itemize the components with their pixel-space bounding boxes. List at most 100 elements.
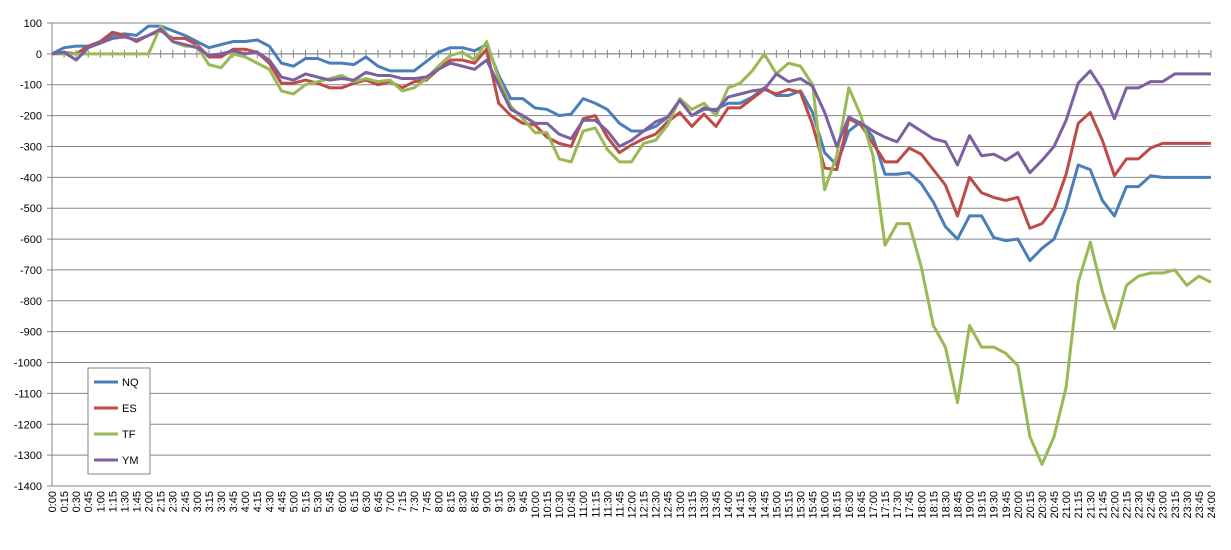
x-tick-label: 5:45	[325, 491, 337, 512]
x-tick-label: 1:15	[107, 491, 119, 512]
y-tick-label: -100	[20, 80, 42, 92]
x-tick-label: 11:45	[614, 491, 626, 518]
x-tick-label: 24:00	[1206, 491, 1218, 519]
x-tick-label: 8:30	[457, 491, 469, 512]
x-tick-label: 20:30	[1037, 491, 1049, 519]
x-tick-label: 21:15	[1073, 491, 1085, 519]
x-tick-label: 4:15	[252, 491, 264, 512]
x-tick-label: 6:00	[337, 491, 349, 512]
x-tick-label: 23:45	[1194, 491, 1206, 519]
x-tick-label: 3:15	[204, 491, 216, 512]
x-tick-label: 1:45	[132, 491, 144, 512]
x-tick-label: 3:00	[192, 491, 204, 512]
x-tick-label: 10:30	[554, 491, 566, 519]
x-tick-label: 11:30	[602, 491, 614, 518]
legend-label: NQ	[122, 377, 139, 389]
x-tick-label: 4:30	[264, 491, 276, 512]
x-tick-label: 8:15	[445, 491, 457, 512]
y-tick-label: 100	[24, 18, 42, 30]
series-line	[51, 29, 1211, 230]
x-tick-label: 10:45	[566, 491, 578, 519]
y-tick-label: -1200	[14, 419, 42, 431]
x-tick-label: 5:00	[288, 491, 300, 512]
x-tick-label: 19:00	[965, 491, 977, 519]
legend-label: TF	[122, 429, 136, 441]
x-tick-label: 21:45	[1097, 491, 1109, 519]
x-tick-label: 2:30	[168, 491, 180, 512]
x-tick-label: 0:00	[47, 491, 59, 512]
x-tick-label: 20:00	[1013, 491, 1025, 519]
x-tick-label: 4:00	[240, 491, 252, 512]
y-tick-label: -200	[20, 111, 42, 123]
x-tick-label: 23:00	[1158, 491, 1170, 519]
x-tick-label: 6:15	[349, 491, 361, 512]
x-tick-label: 23:30	[1182, 491, 1194, 519]
x-tick-label: 0:30	[71, 491, 83, 512]
x-tick-label: 14:00	[723, 491, 735, 519]
x-tick-label: 13:15	[687, 491, 699, 519]
x-tick-label: 7:15	[397, 491, 409, 512]
x-tick-label: 18:30	[940, 491, 952, 519]
x-tick-label: 11:15	[590, 491, 602, 518]
x-tick-label: 8:00	[433, 491, 445, 512]
series-line	[51, 24, 1211, 263]
x-tick-label: 10:15	[542, 491, 554, 519]
x-tick-label: 1:30	[119, 491, 131, 512]
x-tick-label: 12:45	[663, 491, 675, 519]
x-tick-label: 9:00	[482, 491, 494, 512]
series-line	[52, 24, 1212, 466]
x-tick-label: 9:30	[506, 491, 518, 512]
x-tick-label: 10:00	[530, 491, 542, 519]
x-tick-label: 16:15	[832, 491, 844, 519]
x-tick-label: 19:15	[977, 491, 989, 519]
x-tick-label: 18:45	[952, 491, 964, 519]
x-tick-label: 7:00	[385, 491, 397, 512]
x-tick-label: 2:45	[180, 491, 192, 512]
x-tick-label: 18:00	[916, 491, 928, 519]
x-tick-label: 2:00	[144, 491, 156, 512]
x-tick-label: 8:45	[470, 491, 482, 512]
x-tick-label: 22:00	[1109, 491, 1121, 519]
y-tick-label: -800	[20, 296, 42, 308]
x-tick-label: 17:00	[868, 491, 880, 519]
x-tick-label: 16:30	[844, 491, 856, 519]
x-tick-label: 0:15	[59, 491, 71, 512]
x-tick-label: 0:45	[83, 491, 95, 512]
x-tick-label: 14:15	[735, 491, 747, 519]
x-tick-label: 19:30	[989, 491, 1001, 519]
x-tick-label: 5:15	[301, 491, 313, 512]
x-tick-label: 22:30	[1134, 491, 1146, 519]
x-tick-label: 17:30	[892, 491, 904, 519]
x-tick-label: 13:45	[711, 491, 723, 519]
x-tick-label: 21:00	[1061, 491, 1073, 519]
legend-box	[87, 367, 151, 475]
y-tick-label: -1000	[14, 358, 42, 370]
x-tick-label: 13:00	[675, 491, 687, 519]
x-tick-label: 14:30	[747, 491, 759, 519]
x-tick-label: 17:45	[904, 491, 916, 519]
y-tick-label: -400	[20, 172, 42, 184]
y-tick-label: -1300	[14, 450, 42, 462]
x-tick-label: 18:15	[928, 491, 940, 519]
x-tick-label: 11:00	[578, 491, 590, 518]
x-tick-label: 1:00	[95, 491, 107, 512]
x-tick-label: 7:30	[409, 491, 421, 512]
legend-label: YM	[122, 455, 139, 467]
x-tick-label: 3:30	[216, 491, 228, 512]
x-tick-label: 16:45	[856, 491, 868, 519]
x-tick-label: 12:30	[651, 491, 663, 519]
x-tick-label: 20:15	[1025, 491, 1037, 519]
x-tick-label: 15:30	[796, 491, 808, 519]
x-tick-label: 12:15	[639, 491, 651, 519]
x-tick-label: 3:45	[228, 491, 240, 512]
x-tick-label: 14:45	[759, 491, 771, 519]
x-tick-label: 6:30	[361, 491, 373, 512]
y-tick-label: -700	[20, 265, 42, 277]
x-tick-label: 21:30	[1085, 491, 1097, 519]
y-tick-label: -900	[20, 327, 42, 339]
x-tick-label: 20:45	[1049, 491, 1061, 519]
x-tick-label: 23:15	[1170, 491, 1182, 519]
x-tick-label: 9:15	[494, 491, 506, 512]
x-tick-label: 4:45	[276, 491, 288, 512]
